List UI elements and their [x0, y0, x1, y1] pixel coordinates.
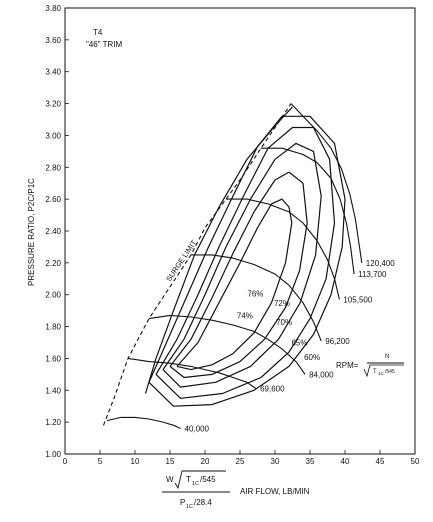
y-tick-label: 1.20 — [45, 418, 61, 427]
y-tick-label: 2.80 — [45, 163, 61, 172]
x-tick-label: 40 — [341, 457, 350, 466]
rpm-formula-label: RPM= — [336, 361, 359, 370]
x-ticks: 0 5 10 15 20 25 30 35 40 45 50 — [63, 450, 420, 466]
efficiency-label: 65% — [291, 339, 307, 348]
x-tick-label: 35 — [306, 457, 315, 466]
efficiency-label: 70% — [276, 318, 292, 327]
y-tick-label: 3.40 — [45, 68, 61, 77]
trim-title-t4: T4 — [93, 28, 103, 37]
x-tick-label: 15 — [166, 457, 175, 466]
y-tick-label: 2.60 — [45, 195, 61, 204]
speed-line — [106, 416, 181, 430]
efficiency-label: 74% — [237, 312, 253, 321]
flow-formula: W T 1C /545 P 1C /28.4 — [162, 470, 230, 510]
y-tick-label: 3.20 — [45, 100, 61, 109]
efficiency-island — [176, 198, 293, 371]
efficiency-island — [144, 106, 293, 394]
flow-formula-t: T — [186, 475, 191, 484]
speed-label: 113,700 — [358, 270, 387, 279]
speed-line — [261, 147, 355, 275]
surge-limit-label: SURGE LIMIT — [164, 238, 198, 283]
x-tick-label: 30 — [271, 457, 280, 466]
y-tick-label: 3.00 — [45, 131, 61, 140]
x-tick-label: 5 — [98, 457, 103, 466]
x-tick-label: 25 — [236, 457, 245, 466]
efficiency-label: 76% — [247, 289, 263, 298]
speed-label: 40,000 — [185, 425, 210, 434]
rpm-formula-radical — [363, 364, 404, 378]
y-tick-label: 2.20 — [45, 259, 61, 268]
y-tick-label: 1.80 — [45, 323, 61, 332]
rpm-formula-n: N — [385, 354, 389, 360]
speed-line — [290, 103, 363, 263]
speed-label: 105,500 — [343, 295, 372, 304]
speed-label: 69,600 — [260, 385, 285, 394]
speed-label: 96,200 — [325, 337, 350, 346]
plot-area: 0 5 10 15 20 25 30 35 40 45 50 1.00 1.20 1.40 1.60 1.8… — [45, 4, 420, 466]
speed-line — [127, 357, 257, 390]
flow-formula-p: P — [180, 498, 185, 507]
x-tick-label: 10 — [131, 457, 140, 466]
efficiency-labels: 76% 74% 72% 70% 65% 60% — [237, 289, 320, 362]
y-tick-label: 3.80 — [45, 4, 61, 13]
flow-formula-p-sub: 1C — [186, 504, 193, 510]
rpm-formula-t: T — [373, 369, 377, 375]
y-tick-label: 2.40 — [45, 227, 61, 236]
speed-line — [226, 198, 340, 300]
speed-labels: 40,000 69,600 84,000 96,200 105,500 113,700 12… — [185, 259, 396, 434]
y-axis-title: PRESSURE RATIO, P2C/P1C — [27, 178, 36, 286]
efficiency-label: 60% — [304, 353, 320, 362]
speed-label: 120,400 — [366, 259, 395, 268]
efficiency-island — [169, 171, 308, 379]
y-ticks: 1.00 1.20 1.40 1.60 1.80 2.00 2.20 2.40 2.60 2.80… — [45, 4, 69, 459]
flow-formula-radical — [174, 470, 226, 490]
efficiency-label: 72% — [274, 299, 290, 308]
y-tick-label: 1.60 — [45, 354, 61, 363]
x-tick-label: 50 — [411, 457, 420, 466]
x-tick-label: 0 — [63, 457, 68, 466]
x-tick-label: 20 — [201, 457, 210, 466]
rpm-formula-t-rest: /545 — [385, 369, 395, 375]
speed-line — [191, 254, 322, 342]
rpm-formula-t-sub: 1C — [378, 371, 385, 376]
speed-label: 84,000 — [309, 370, 334, 379]
y-tick-label: 3.60 — [45, 36, 61, 45]
x-axis-title: AIR FLOW, LB/MIN — [240, 487, 310, 496]
flow-formula-t-sub: 1C — [192, 481, 199, 487]
y-tick-label: 1.40 — [45, 386, 61, 395]
surge-limit-line — [102, 103, 292, 426]
x-tick-label: 45 — [376, 457, 385, 466]
flow-formula-w: W — [166, 475, 174, 484]
plot-frame — [64, 7, 416, 455]
flow-formula-t-rest: /545 — [200, 475, 216, 484]
flow-formula-p-rest: /28.4 — [194, 498, 212, 507]
y-tick-label: 2.00 — [45, 291, 61, 300]
efficiency-island — [162, 142, 322, 388]
speed-lines — [106, 103, 363, 430]
speed-line — [148, 314, 306, 375]
y-tick-label: 1.00 — [45, 450, 61, 459]
rpm-formula: RPM= N T 1C /545 — [336, 354, 404, 378]
trim-title: "46" TRIM — [86, 40, 123, 49]
efficiency-island — [148, 115, 346, 407]
